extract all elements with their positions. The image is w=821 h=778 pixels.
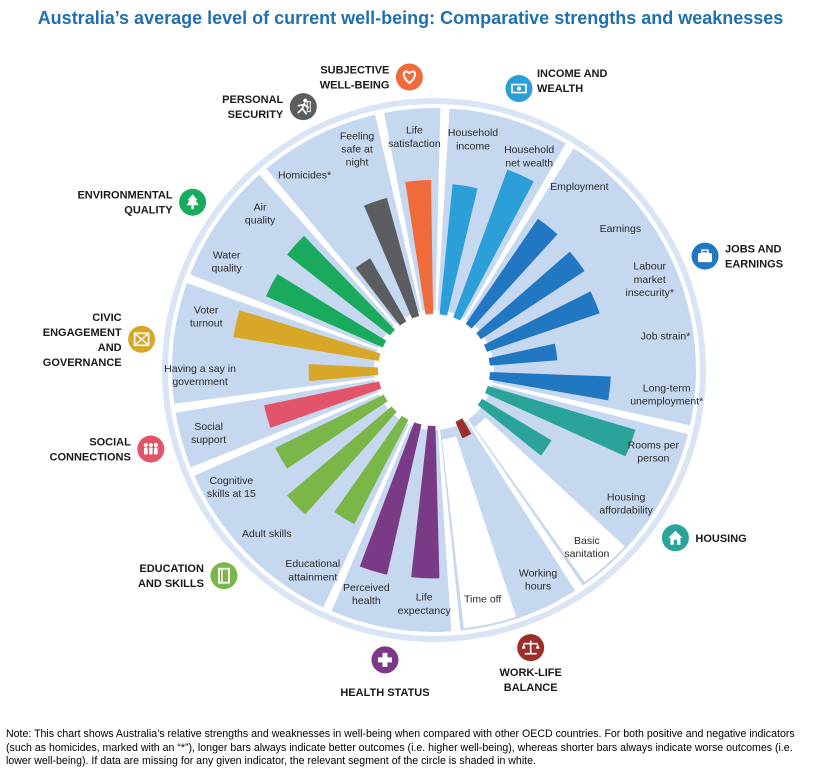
chart-note: Note: This chart shows Australia’s relat… <box>6 728 795 767</box>
indicator-label-housing-affordability: Housing affordability <box>599 491 653 516</box>
indicator-label-time-off: Time off <box>464 593 501 605</box>
money-icon <box>505 75 533 103</box>
bar-having-a-say-in-government <box>308 364 381 382</box>
indicator-label-feeling-safe-at-night: Feeling safe at night <box>340 130 375 168</box>
indicator-label-homicides: Homicides* <box>278 170 331 182</box>
cross-icon <box>371 646 399 674</box>
bar-rooms-per-person <box>483 385 636 457</box>
bar-life-expectancy <box>411 423 440 579</box>
bar-air-quality <box>287 235 397 337</box>
indicator-labels-layer: Life satisfaction Household income Household… <box>164 125 703 617</box>
bar-educational-attainment <box>334 414 410 525</box>
indicator-label-household-income: Household income <box>448 127 498 152</box>
indicator-label-perceived-health: Perceived health <box>343 582 390 607</box>
indicator-label-basic-sanitation: Basic sanitation <box>564 535 609 560</box>
bar-water-quality <box>266 274 388 349</box>
indicator-label-having-a-say-in-government: Having a say in government <box>164 363 236 388</box>
scales-icon <box>517 634 545 662</box>
missing-time-off <box>442 436 517 629</box>
dimension-label-education-and-skills: EDUCATION AND SKILLS <box>138 563 204 590</box>
center-circle <box>378 314 490 426</box>
house-icon <box>661 524 689 552</box>
indicator-label-life-expectancy: Life expectancy <box>398 592 452 617</box>
indicator-label-life-satisfaction: Life satisfaction <box>388 125 441 150</box>
indicator-label-employment: Employment <box>550 181 608 193</box>
bar-household-income <box>439 184 478 318</box>
bar-housing-affordability <box>476 397 552 456</box>
dimension-label-subjective-well-being: SUBJECTIVE WELL-BEING <box>320 65 390 92</box>
bar-homicides <box>355 258 408 328</box>
heart-icon <box>395 63 423 91</box>
dimension-label-environmental-quality: ENVIRONMENTAL QUALITY <box>77 190 173 217</box>
indicator-label-social-support: Social support <box>191 421 226 446</box>
segment-environmental-quality <box>190 174 395 349</box>
dimension-label-health-status: HEALTH STATUS <box>340 687 429 699</box>
bar-labour-market-insecurity <box>482 291 600 353</box>
dimension-label-income-and-wealth: INCOME AND WEALTH <box>537 68 608 95</box>
bar-working-hours <box>454 416 472 439</box>
bar-cognitive-skills-at-15 <box>275 393 390 469</box>
indicator-label-job-strain: Job strain* <box>641 330 691 342</box>
indicator-label-earnings: Earnings <box>600 223 641 235</box>
ballot-icon <box>128 325 156 353</box>
bar-voter-turnout <box>233 310 383 362</box>
dimension-label-jobs-and-earnings: JOBS AND EARNINGS <box>725 244 783 271</box>
tree-icon <box>179 188 207 216</box>
bar-perceived-health <box>359 420 422 575</box>
indicator-label-cognitive-skills-at-15: Cognitive skills at 15 <box>207 475 256 500</box>
bar-feeling-safe-at-night <box>364 197 420 321</box>
bar-job-strain <box>486 343 558 366</box>
bar-employment <box>464 218 558 331</box>
indicator-label-working-hours: Working hours <box>519 567 557 592</box>
dimension-labels-layer: SUBJECTIVE WELL-BEING INCOME AND WEALTH JOBS… <box>43 63 783 699</box>
center-hole <box>378 314 490 426</box>
dimension-label-personal-security: PERSONAL SECURITY <box>222 94 284 121</box>
indicator-label-labour-market-insecurity: Labour market insecurity* <box>625 261 673 299</box>
book-icon <box>210 562 238 590</box>
bars-layer <box>233 169 636 579</box>
dimension-label-social-connections: SOCIAL CONNECTIONS <box>50 437 132 464</box>
dimension-label-civic-engagement-and-governance: CIVIC ENGAGEMENT AND GOVERNANCE <box>43 312 122 369</box>
indicator-label-voter-turnout: Voter turnout <box>190 304 223 329</box>
indicator-label-rooms-per-person: Rooms per person <box>628 439 680 464</box>
indicator-label-adult-skills: Adult skills <box>242 528 292 540</box>
radial-well-being-chart: Life satisfaction Household income Household… <box>43 63 783 699</box>
bar-household-net-wealth <box>452 169 534 323</box>
indicator-label-household-net-wealth: Household net wealth <box>504 144 554 169</box>
indicator-label-water-quality: Water quality <box>211 249 242 274</box>
bar-long-term-unemployment <box>487 371 611 401</box>
runner-icon <box>289 93 317 121</box>
indicator-label-air-quality: Air quality <box>245 201 276 226</box>
chart-title: Australia’s average level of current wel… <box>37 8 784 28</box>
dimension-label-housing: HOUSING <box>695 533 746 545</box>
indicator-label-educational-attainment: Educational attainment <box>285 558 340 583</box>
bar-adult-skills <box>286 405 399 515</box>
briefcase-icon <box>691 242 719 270</box>
missing-basic-sanitation <box>474 417 625 582</box>
bar-life-satisfaction <box>405 179 434 317</box>
people-icon <box>137 435 165 463</box>
bar-social-support <box>264 380 384 428</box>
bar-earnings <box>474 251 585 341</box>
indicator-label-long-term-unemployment: Long-term unemployment* <box>630 382 703 407</box>
dimension-label-work-life-balance: WORK-LIFE BALANCE <box>500 667 562 694</box>
segment-personal-security <box>266 114 421 324</box>
